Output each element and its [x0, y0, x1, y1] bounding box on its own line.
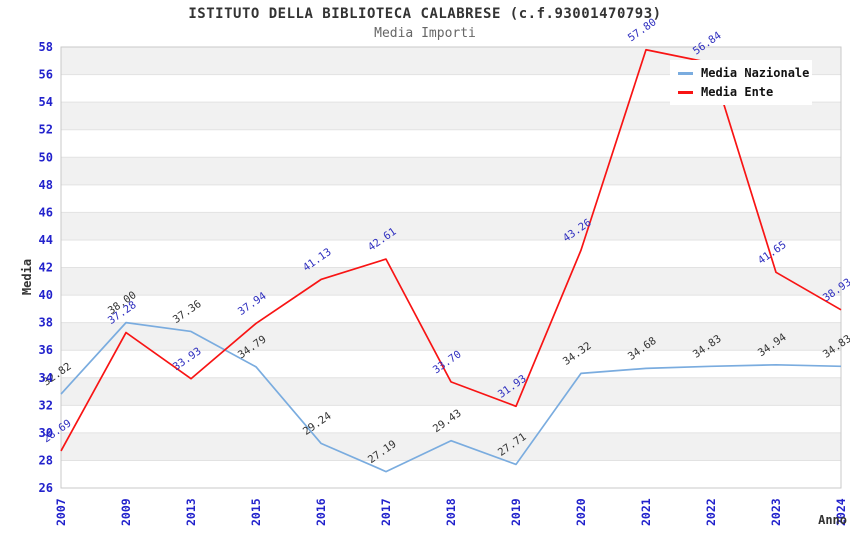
- chart-subtitle: Media Importi: [374, 26, 476, 41]
- x-axis-title: Anno: [818, 513, 847, 527]
- y-tick-label: 56: [39, 68, 53, 82]
- x-tick-label: 2024: [834, 498, 848, 526]
- x-tick-label: 2016: [314, 498, 328, 526]
- legend-swatch-icon: [678, 71, 693, 75]
- plot-band: [61, 322, 841, 351]
- y-tick-label: 46: [39, 205, 53, 219]
- plot-band: [61, 432, 841, 461]
- x-tick-label: 2019: [509, 498, 523, 526]
- y-tick-label: 50: [39, 150, 53, 164]
- y-tick-label: 54: [39, 95, 53, 109]
- legend: Media Nazionale Media Ente: [670, 60, 812, 105]
- gridlines: [61, 46, 841, 489]
- x-tick-label: 2013: [184, 498, 198, 526]
- y-tick-label: 38: [39, 316, 53, 330]
- chart-title: ISTITUTO DELLA BIBLIOTECA CALABRESE (c.f…: [188, 6, 662, 22]
- legend-label: Media Ente: [701, 85, 774, 99]
- plot-band: [61, 267, 841, 296]
- x-tick-label: 2007: [54, 498, 68, 526]
- y-tick-label: 34: [39, 371, 53, 385]
- x-tick-label: 2018: [444, 498, 458, 526]
- legend-item-media-nazionale: Media Nazionale: [678, 65, 810, 81]
- x-tick-label: 2009: [119, 498, 133, 526]
- y-tick-label: 40: [39, 288, 53, 302]
- x-tick-label: 2020: [574, 498, 588, 526]
- point-label: 37.36: [171, 298, 204, 326]
- y-axis-ticks: 26 28 30 32 34 36 38 40 42 44 46 48 50 52 54 56 58: [39, 40, 53, 495]
- plot-band: [61, 102, 841, 130]
- x-tick-label: 2015: [249, 498, 263, 526]
- y-tick-label: 28: [39, 453, 53, 467]
- legend-label: Media Nazionale: [701, 66, 810, 80]
- y-tick-label: 30: [39, 426, 53, 440]
- y-tick-label: 48: [39, 178, 53, 192]
- y-tick-label: 44: [39, 233, 53, 247]
- y-tick-label: 52: [39, 123, 53, 137]
- y-tick-label: 42: [39, 261, 53, 275]
- legend-item-media-ente: Media Ente: [678, 84, 806, 100]
- y-tick-label: 32: [39, 398, 53, 412]
- plot-border: [60, 46, 842, 489]
- y-axis-title: Media: [20, 259, 34, 295]
- x-tick-label: 2022: [704, 498, 718, 526]
- point-label: 57.80: [626, 16, 659, 44]
- y-tick-label: 58: [39, 40, 53, 54]
- x-tick-label: 2017: [379, 498, 393, 526]
- series-line-media-nazionale: [60, 321, 842, 473]
- x-tick-label: 2021: [639, 498, 653, 526]
- legend-swatch-icon: [678, 90, 693, 94]
- plot-band: [61, 157, 841, 185]
- x-axis-ticks: 2007 2009 2013 2015 2016 2017 2018 2019 2020 2021…: [54, 498, 848, 526]
- x-tick-label: 2023: [769, 498, 783, 526]
- plot-bands: [61, 47, 841, 461]
- y-tick-label: 36: [39, 343, 53, 357]
- plot-band: [61, 212, 841, 240]
- point-label: 29.43: [431, 407, 464, 435]
- y-tick-label: 26: [39, 481, 53, 495]
